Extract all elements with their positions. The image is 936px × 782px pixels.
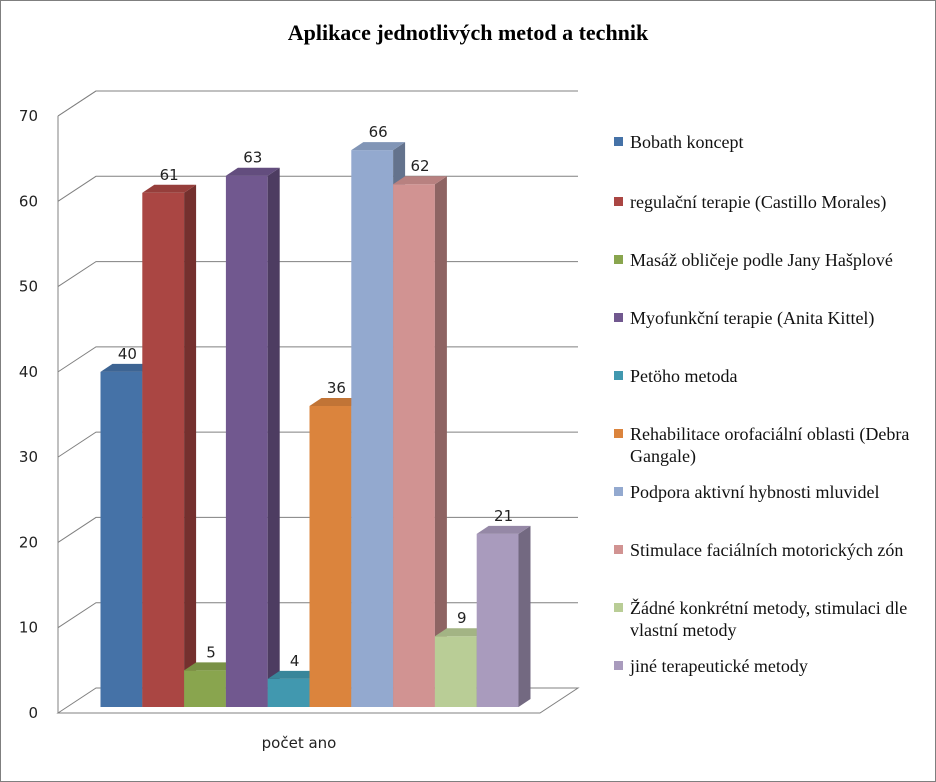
y-axis-ticks: 0 10 20 30 40 50 60 70 xyxy=(19,107,38,722)
data-labels: 40 61 5 63 4 36 66 62 9 21 xyxy=(118,123,513,670)
y-tick-label: 20 xyxy=(19,533,38,551)
data-label: 66 xyxy=(369,123,388,141)
bar-side xyxy=(434,176,447,707)
bar-top xyxy=(142,184,197,193)
back-wall-top xyxy=(57,90,578,117)
legend-swatch xyxy=(614,313,623,322)
legend-swatch xyxy=(614,661,623,670)
chart-title: Aplikace jednotlivých metod a technik xyxy=(288,20,649,45)
data-label: 4 xyxy=(290,652,300,670)
gridline xyxy=(57,261,578,287)
legend-label: Bobath koncept xyxy=(630,132,743,152)
legend-swatch xyxy=(614,255,623,264)
legend-swatch xyxy=(614,545,623,554)
y-tick-label: 70 xyxy=(19,107,38,125)
bar-top xyxy=(309,397,364,406)
bar-top xyxy=(393,176,447,185)
y-tick-label: 10 xyxy=(19,619,38,637)
legend-item: Petöho metoda xyxy=(614,366,737,386)
bar-front xyxy=(351,150,394,708)
data-label: 5 xyxy=(206,643,216,661)
bar-top xyxy=(434,628,489,637)
data-label: 62 xyxy=(410,157,429,175)
legend-label: jiné terapeutické metody xyxy=(629,656,808,676)
gridline xyxy=(57,175,578,202)
bar-side xyxy=(518,525,531,707)
x-category-label: počet ano xyxy=(262,734,337,752)
data-label: 36 xyxy=(327,379,346,397)
legend-swatch xyxy=(614,371,623,380)
legend-label: regulační terapie (Castillo Morales) xyxy=(630,192,886,213)
legend-label: Podpora aktivní hybnosti mluvidel xyxy=(630,482,880,502)
legend-swatch xyxy=(614,603,623,612)
bar-front xyxy=(100,371,143,707)
legend-item: Podpora aktivní hybnosti mluvidel xyxy=(614,482,880,502)
legend-label: Rehabilitace orofaciální oblasti (Debra G… xyxy=(630,424,909,467)
bar-front xyxy=(184,670,226,707)
data-label: 63 xyxy=(243,149,262,167)
bar-top xyxy=(100,363,155,372)
bar-front xyxy=(142,192,185,707)
legend-item: Stimulace faciálních motorických zón xyxy=(614,540,903,560)
legend: Bobath koncept regulační terapie (Castill… xyxy=(614,132,909,676)
legend-item: Myofunkční terapie (Anita Kittel) xyxy=(614,308,874,329)
legend-label: Masáž obličeje podle Jany Hašplové xyxy=(630,250,893,270)
data-label: 61 xyxy=(160,166,179,184)
bar-top xyxy=(225,167,280,176)
legend-item: Rehabilitace orofaciální oblasti (Debra G… xyxy=(614,424,909,467)
legend-swatch xyxy=(614,487,623,496)
bar-4 xyxy=(225,167,280,707)
legend-label: Stimulace faciálních motorických zón xyxy=(630,540,903,560)
y-tick-label: 40 xyxy=(19,363,38,381)
legend-label: Žádné konkrétní metody, stimulaci dle vla… xyxy=(630,597,907,640)
bar-top xyxy=(351,142,406,151)
legend-item: Masáž obličeje podle Jany Hašplové xyxy=(614,250,893,270)
bar-10 xyxy=(476,525,531,707)
legend-item: jiné terapeutické metody xyxy=(614,656,808,676)
bar-front xyxy=(434,636,477,707)
y-tick-label: 0 xyxy=(28,704,38,722)
bar-2 xyxy=(142,184,197,707)
y-tick-label: 50 xyxy=(19,278,38,296)
bar-side xyxy=(267,167,280,707)
bar-front xyxy=(476,533,519,707)
bar-8 xyxy=(393,176,447,707)
legend-item: Bobath koncept xyxy=(614,132,743,152)
bar-front xyxy=(393,184,435,707)
bar-top xyxy=(267,670,322,679)
data-label: 21 xyxy=(494,507,513,525)
bar-side xyxy=(184,184,197,707)
legend-label: Petöho metoda xyxy=(630,366,737,386)
bar-top xyxy=(476,525,531,534)
bar-front xyxy=(309,405,352,707)
bars xyxy=(100,142,531,708)
y-tick-label: 30 xyxy=(19,448,38,466)
legend-swatch xyxy=(614,137,623,146)
data-label: 40 xyxy=(118,345,137,363)
y-tick-label: 60 xyxy=(19,192,38,210)
legend-swatch xyxy=(614,429,623,438)
bar-top xyxy=(184,662,238,671)
bar-front xyxy=(267,678,310,707)
bar-front xyxy=(225,175,268,707)
legend-item: regulační terapie (Castillo Morales) xyxy=(614,192,886,213)
gridline xyxy=(57,90,578,117)
legend-swatch xyxy=(614,197,623,206)
legend-item: Žádné konkrétní metody, stimulaci dle vla… xyxy=(614,597,907,640)
legend-label: Myofunkční terapie (Anita Kittel) xyxy=(630,308,874,329)
data-label: 9 xyxy=(457,609,467,627)
